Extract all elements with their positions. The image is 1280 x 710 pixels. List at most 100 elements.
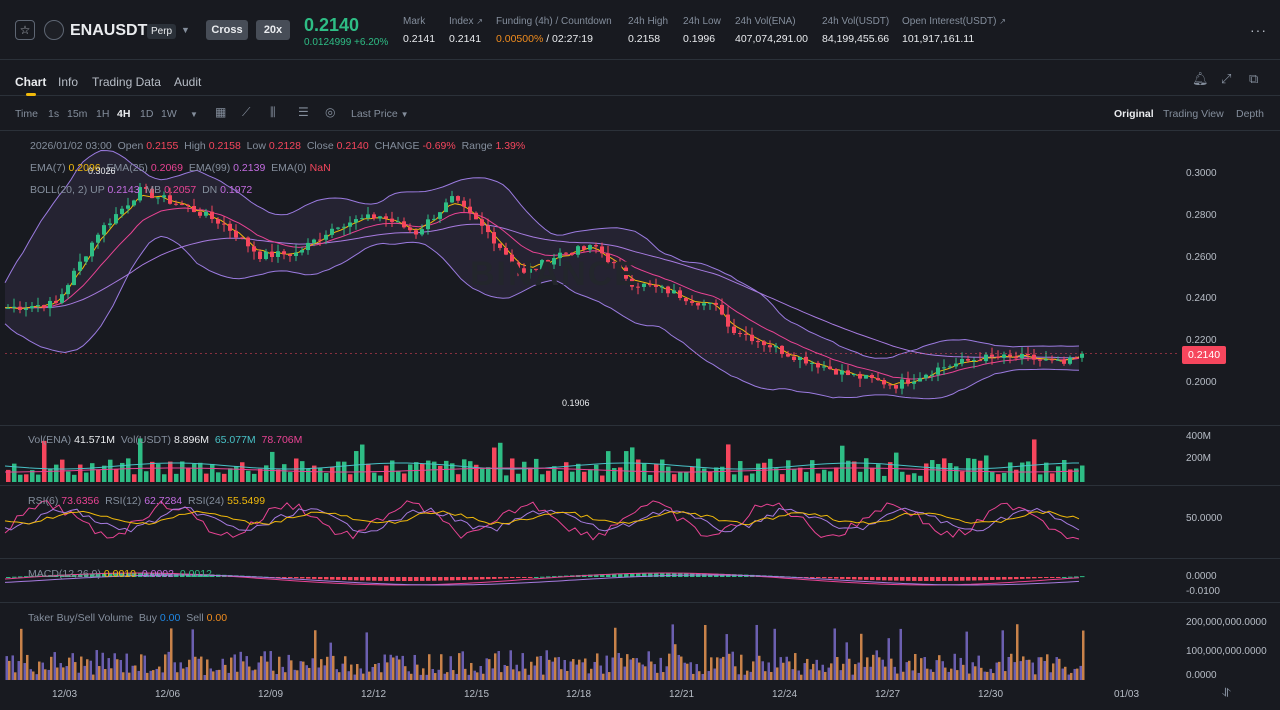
taker-sell-bar [44,669,47,680]
taker-buy-bar [161,672,164,680]
taker-sell-bar [494,653,497,680]
volume-bar [408,464,413,482]
taker-buy-bar [941,661,944,680]
taker-buy-bar [851,674,854,680]
interval-1d[interactable]: 1D [140,108,154,120]
taker-buy-bar [89,660,92,680]
candle-body [612,262,616,264]
macd-histogram-bar [462,577,467,581]
date-axis-label: 12/03 [52,689,78,700]
taker-buy-bar [107,658,110,680]
taker-buy-bar [143,655,146,680]
interval-15m[interactable]: 15m [67,108,88,120]
taker-sell-bar [218,669,221,680]
taker-sell-bar [122,672,125,680]
macd-histogram-bar [132,573,137,577]
candle-body [486,225,490,233]
date-axis-label: 12/12 [361,689,387,700]
interval-4h[interactable]: 4H [117,108,131,120]
tab-trading-data[interactable]: Trading Data [92,75,161,89]
macd-histogram-bar [870,577,875,581]
taker-buy-bar [431,669,434,680]
symbol-dropdown-chevron-icon[interactable]: ▼ [181,25,190,35]
bell-icon[interactable]: 🔔︎ [1192,71,1209,86]
interval-dropdown-chevron-icon[interactable]: ▼ [190,110,198,119]
taker-sell-bar [350,664,353,680]
taker-sell-bar [920,658,923,680]
candle-body [18,306,22,310]
taker-sell-bar [392,657,395,680]
taker-buy-bar [857,662,860,680]
volume-bar [792,469,797,482]
taker-buy-bar [617,653,620,680]
volume-bar [174,473,179,482]
indicator-chart-icon[interactable]: ⟋ [242,105,251,119]
current-price-tag: 0.2140 [1182,346,1226,364]
macd-histogram-bar [660,573,665,577]
taker-buy-bar [911,670,914,680]
interval-1w[interactable]: 1W [161,108,177,120]
volume-bar [516,473,521,482]
taker-sell-bar [422,668,425,680]
target-icon[interactable]: ◎ [325,105,336,119]
taker-buy-bar [983,671,986,680]
macd-histogram-bar [924,577,929,581]
candle-body [522,268,526,273]
symbol-name[interactable]: ENAUSDT [70,22,148,39]
taker-buy-bar [287,654,290,680]
stat-value: 0.1996 [683,33,716,45]
taker-buy-bar [599,665,602,680]
leverage-button[interactable]: 20x [256,20,290,40]
view-depth[interactable]: Depth [1236,108,1265,120]
tab-chart[interactable]: Chart [15,75,47,89]
taker-sell-bar [680,656,683,680]
volume-bar [288,472,293,482]
interval-time[interactable]: Time [15,108,38,120]
scale-toggle-icon[interactable]: ⥯ [1222,686,1231,700]
view-trading-view[interactable]: Trading View [1163,108,1224,120]
macd-histogram-bar [120,573,125,577]
taker-buy-bar [731,651,734,680]
interval-1h[interactable]: 1H [96,108,110,120]
favorite-star-icon[interactable]: ☆ [15,20,35,40]
margin-mode-button[interactable]: Cross [206,20,248,40]
taker-sell-bar [674,644,677,680]
candle-body [402,221,406,228]
stat-funding: Funding (4h) / Countdown 0.00500% / 02:2… [496,16,612,45]
taker-sell-bar [938,655,941,680]
boll-legend: BOLL(20, 2) UP 0.2143 MB 0.2057 DN 0.197… [30,184,253,196]
macd-histogram-bar [1080,576,1085,578]
candle-body [426,219,430,230]
volume-bar [378,475,383,482]
popout-icon[interactable]: ⧉ [1249,71,1259,86]
interval-1s[interactable]: 1s [48,108,60,120]
settings-sliders-icon[interactable]: ☰ [298,105,309,119]
more-options-icon[interactable]: ··· [1250,22,1267,38]
volume-bar [264,465,269,482]
candle-body [732,326,736,334]
candle-type-icon[interactable]: ⫼ [270,105,276,119]
price-axis-label: 0.2800 [1186,210,1217,221]
view-original[interactable]: Original [1114,108,1154,120]
stat-label: Index ↗ [449,16,483,27]
volume-bar [198,462,203,482]
date-axis-label: 12/27 [875,689,901,700]
expand-icon[interactable]: ⤢ [1221,71,1232,86]
taker-sell-bar [1004,671,1007,680]
taker-sell-bar [212,671,215,680]
candle-body [438,212,442,219]
price-type-select[interactable]: Last Price ▼ [351,108,409,120]
tab-info[interactable]: Info [58,75,79,89]
macd-histogram-bar [510,577,515,579]
date-axis-label: 12/21 [669,689,695,700]
taker-buy-bar [965,631,968,680]
rsi12-line [4,506,1080,534]
tab-audit[interactable]: Audit [174,75,202,89]
volume-bar [654,463,659,482]
taker-axis-label: 200,000,000.0000 [1186,617,1267,628]
calendar-icon[interactable]: ▦ [215,105,227,119]
candle-body [414,230,418,235]
volume-bar [822,469,827,482]
macd-histogram-bar [6,577,11,578]
